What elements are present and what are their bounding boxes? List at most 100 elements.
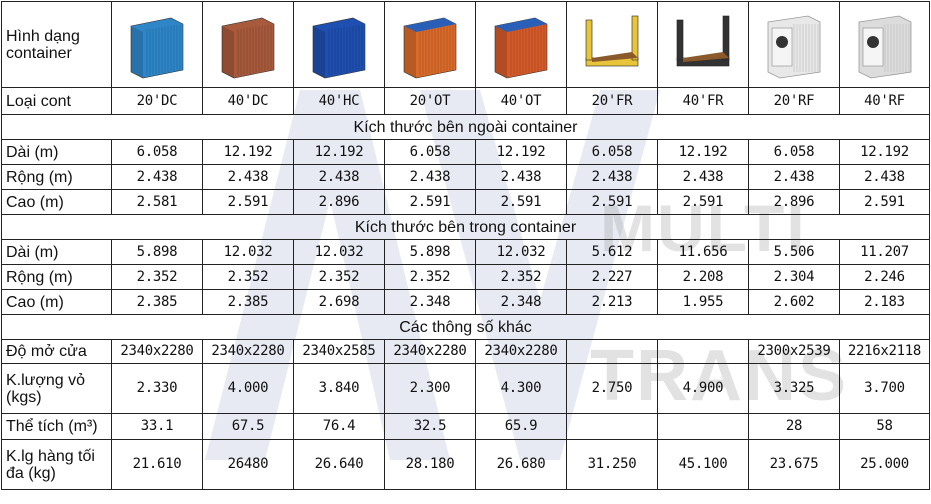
outer-dimensions-section-row: Kích thước bên ngoài container xyxy=(1,114,930,140)
outer-dimension-row-label: Dài (m) xyxy=(1,139,112,165)
other-spec-value-cell: 28 xyxy=(748,413,840,440)
inner-dimensions-section-row: Kích thước bên trong container xyxy=(1,214,930,240)
other-spec-value-cell xyxy=(566,339,658,364)
inner-dimension-value-cell: 2.602 xyxy=(748,289,840,315)
container-type: 20'DC xyxy=(111,87,203,115)
inner-dimension-row-label: Rộng (m) xyxy=(1,264,112,290)
outer-dimensions-section-title: Kích thước bên ngoài container xyxy=(1,114,930,140)
container-type: 20'FR xyxy=(566,87,658,115)
other-spec-value-cell: 76.4 xyxy=(293,413,385,440)
other-spec-value-cell: 4.300 xyxy=(475,363,567,414)
outer-dimension-value-cell: 12.192 xyxy=(202,139,294,165)
other-spec-row: K.lg hàng tối đa (kg) 21.610 26480 26.640 28… xyxy=(1,439,930,490)
black-flat-rack-container-icon xyxy=(673,8,733,82)
orange-open-top-container-icon xyxy=(491,8,551,82)
inner-dimension-value-cell: 2.385 xyxy=(202,289,294,315)
container-type: 40'RF xyxy=(839,87,930,115)
other-spec-value-cell: 2.300 xyxy=(384,363,476,414)
inner-dimension-row: Rộng (m) 2.352 2.352 2.352 2.352 2.352 2.227 2.… xyxy=(1,264,930,290)
inner-dimension-value-cell: 2.227 xyxy=(566,264,658,290)
other-spec-value-cell: 21.610 xyxy=(111,439,203,490)
inner-dimension-value-cell: 2.208 xyxy=(657,264,749,290)
inner-dimension-value-cell: 2.352 xyxy=(202,264,294,290)
other-spec-row-label: Thể tích (m³) xyxy=(1,413,112,440)
outer-dimension-value-cell: 2.438 xyxy=(566,164,658,190)
other-spec-value-cell: 2.330 xyxy=(111,363,203,414)
type-row: Loại cont 20'DC 40'DC 40'HC 20'OT 40'OT … xyxy=(1,87,930,115)
other-spec-row-label: Độ mở cửa xyxy=(1,339,112,364)
inner-dimension-value-cell: 2.246 xyxy=(839,264,930,290)
inner-dimension-value-cell: 2.304 xyxy=(748,264,840,290)
other-spec-value-cell: 4.000 xyxy=(202,363,294,414)
outer-dimension-value-cell: 6.058 xyxy=(384,139,476,165)
outer-dimension-row-label: Rộng (m) xyxy=(1,164,112,190)
container-spec-table: Hình dạng container Loại cont 20'DC 40'D… xyxy=(1,1,930,490)
container-image-cell xyxy=(748,1,840,88)
inner-dimension-value-cell: 2.385 xyxy=(111,289,203,315)
outer-dimension-value-cell: 12.192 xyxy=(293,139,385,165)
inner-dimension-value-cell: 12.032 xyxy=(202,239,294,265)
other-spec-value-cell: 2340x2280 xyxy=(384,339,476,364)
inner-dimension-row: Dài (m) 5.898 12.032 12.032 5.898 12.032 5.612… xyxy=(1,239,930,265)
outer-dimension-value-cell: 6.058 xyxy=(111,139,203,165)
container-type: 20'RF xyxy=(748,87,840,115)
outer-dimension-value-cell: 12.192 xyxy=(839,139,930,165)
shape-row: Hình dạng container xyxy=(1,1,930,88)
other-specs-section-row: Các thông số khác xyxy=(1,314,930,340)
outer-dimension-value-cell: 6.058 xyxy=(566,139,658,165)
inner-dimension-row-label: Cao (m) xyxy=(1,289,112,315)
container-image-cell xyxy=(475,1,567,88)
other-spec-value-cell: 2216x2118 xyxy=(839,339,930,364)
other-spec-value-cell: 3.325 xyxy=(748,363,840,414)
outer-dimension-row: Dài (m) 6.058 12.192 12.192 6.058 12.192 6.058… xyxy=(1,139,930,165)
outer-dimension-value-cell: 2.591 xyxy=(384,189,476,215)
inner-dimension-value-cell: 5.612 xyxy=(566,239,658,265)
other-spec-value-cell xyxy=(657,339,749,364)
other-spec-value-cell: 2340x2280 xyxy=(475,339,567,364)
other-spec-value-cell: 32.5 xyxy=(384,413,476,440)
inner-dimension-value-cell: 2.352 xyxy=(293,264,385,290)
outer-dimension-value-cell: 12.192 xyxy=(475,139,567,165)
blue-dry-container-icon xyxy=(127,8,187,82)
inner-dimension-value-cell: 2.183 xyxy=(839,289,930,315)
inner-dimension-row: Cao (m) 2.385 2.385 2.698 2.348 2.348 2.213 1.9… xyxy=(1,289,930,315)
outer-dimension-value-cell: 2.438 xyxy=(293,164,385,190)
container-image-cell xyxy=(293,1,385,88)
white-reefer-container-icon xyxy=(764,8,824,82)
yellow-flat-rack-container-icon xyxy=(582,8,642,82)
outer-dimension-value-cell: 2.591 xyxy=(657,189,749,215)
inner-dimension-value-cell: 2.352 xyxy=(475,264,567,290)
outer-dimension-value-cell: 2.438 xyxy=(657,164,749,190)
inner-dimension-value-cell: 2.348 xyxy=(384,289,476,315)
other-spec-value-cell: 65.9 xyxy=(475,413,567,440)
outer-dimension-value-cell: 2.438 xyxy=(475,164,567,190)
inner-dimension-value-cell: 2.352 xyxy=(111,264,203,290)
container-image-cell xyxy=(384,1,476,88)
outer-dimension-value-cell: 2.438 xyxy=(384,164,476,190)
outer-dimension-row-label: Cao (m) xyxy=(1,189,112,215)
other-spec-value-cell: 45.100 xyxy=(657,439,749,490)
other-spec-value-cell: 2.750 xyxy=(566,363,658,414)
brown-dry-container-icon xyxy=(218,8,278,82)
outer-dimension-value-cell: 2.591 xyxy=(839,189,930,215)
inner-dimension-row-label: Dài (m) xyxy=(1,239,112,265)
outer-dimension-value-cell: 2.896 xyxy=(748,189,840,215)
outer-dimension-row: Rộng (m) 2.438 2.438 2.438 2.438 2.438 2.438 2.… xyxy=(1,164,930,190)
shape-label: Hình dạng container xyxy=(1,1,112,88)
other-specs-section-title: Các thông số khác xyxy=(1,314,930,340)
other-spec-value-cell xyxy=(566,413,658,440)
other-spec-row-label: K.lượng vỏ (kgs) xyxy=(1,363,112,414)
white-reefer-container-icon xyxy=(855,8,915,82)
blue-high-cube-container-icon xyxy=(309,8,369,82)
outer-dimension-value-cell: 2.591 xyxy=(475,189,567,215)
other-spec-value-cell: 2340x2585 xyxy=(293,339,385,364)
other-spec-value-cell: 4.900 xyxy=(657,363,749,414)
container-type: 40'HC xyxy=(293,87,385,115)
other-spec-value-cell: 28.180 xyxy=(384,439,476,490)
other-spec-value-cell: 2300x2539 xyxy=(748,339,840,364)
inner-dimension-value-cell: 11.656 xyxy=(657,239,749,265)
outer-dimension-value-cell: 2.438 xyxy=(111,164,203,190)
outer-dimension-value-cell: 2.438 xyxy=(839,164,930,190)
other-spec-row: K.lượng vỏ (kgs) 2.330 4.000 3.840 2.300 4.30… xyxy=(1,363,930,414)
outer-dimension-row: Cao (m) 2.581 2.591 2.896 2.591 2.591 2.591 2.5… xyxy=(1,189,930,215)
